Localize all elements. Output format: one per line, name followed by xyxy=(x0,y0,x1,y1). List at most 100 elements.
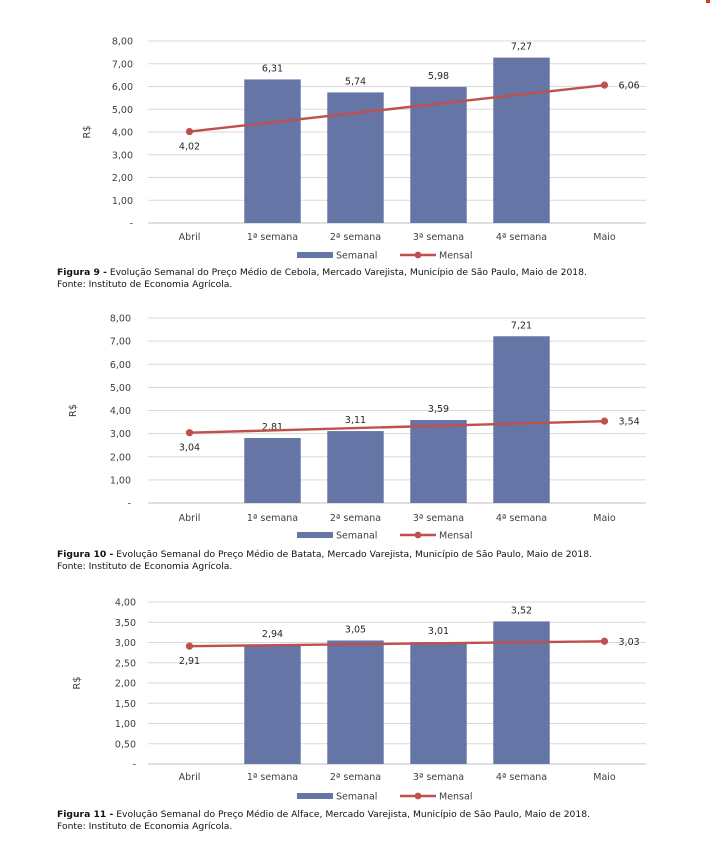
x-category-label: Abril xyxy=(179,772,201,783)
legend-semanal-label: Semanal xyxy=(336,531,377,542)
bar-1 xyxy=(244,644,301,764)
bar-2 xyxy=(327,640,384,764)
legend-mensal-marker xyxy=(414,531,422,539)
legend-mensal-label: Mensal xyxy=(439,792,472,803)
bar-value-label: 3,01 xyxy=(428,626,449,637)
chart-batata: - 1,00 2,00 3,00 4,00 5,00 6,00 7,00 8,00 R$ 2,81 3… xyxy=(68,314,646,542)
x-category-label: Maio xyxy=(593,232,616,243)
y-axis-label: R$ xyxy=(68,404,79,417)
x-category-label: 3ª semana xyxy=(413,232,464,243)
legend-semanal-label: Semanal xyxy=(336,251,377,262)
y-tick-label: 1,00 xyxy=(115,719,136,730)
y-tick-label: 4,00 xyxy=(110,406,131,417)
y-tick-label: 8,00 xyxy=(112,37,133,48)
y-tick-label: 0,50 xyxy=(115,739,136,750)
legend-mensal-label: Mensal xyxy=(439,251,472,262)
bar-4 xyxy=(493,336,550,503)
bar-1 xyxy=(244,79,301,223)
caption-figure-11-title: Figura 11 - Evolução Semanal do Preço Mé… xyxy=(57,809,590,821)
figure-10-text: Evolução Semanal do Preço Médio de Batat… xyxy=(116,549,592,560)
caption-figure-9: Figura 9 - Evolução Semanal do Preço Méd… xyxy=(57,267,587,291)
mensal-point xyxy=(600,81,609,89)
y-tick-label: 1,50 xyxy=(115,699,136,710)
bar-value-label: 5,74 xyxy=(345,76,366,87)
bar-3 xyxy=(410,419,467,503)
chart-cebola: - 1,00 2,00 3,00 4,00 5,00 6,00 7,00 8,00 R$ 6,31 5… xyxy=(0,0,723,265)
y-axis-label: R$ xyxy=(72,676,83,689)
y-tick-label: 8,00 xyxy=(110,314,131,325)
y-tick-label: - xyxy=(128,499,131,510)
y-tick-label: - xyxy=(130,219,133,230)
figure-10-number: Figura 10 - xyxy=(57,549,114,560)
mensal-line xyxy=(189,640,605,648)
x-category-label: Abril xyxy=(179,513,201,524)
mensal-value-label: 6,06 xyxy=(619,81,640,92)
figure-10-source: Fonte: Instituto de Economia Agrícola. xyxy=(57,561,233,572)
figure-9-source: Fonte: Instituto de Economia Agrícola. xyxy=(57,279,233,290)
chart-alface-svg: - 0,50 1,00 1,50 2,00 2,50 3,00 3,50 4,00 R$ 2,94 3… xyxy=(72,598,646,803)
chart-batata-svg: - 1,00 2,00 3,00 4,00 5,00 6,00 7,00 8,00 R$ 2,81 3… xyxy=(68,314,646,542)
y-tick-label: 4,00 xyxy=(112,128,133,139)
figure-11-text: Evolução Semanal do Preço Médio de Alfac… xyxy=(116,809,591,820)
y-tick-label: 5,00 xyxy=(112,105,133,116)
mensal-value-label: 2,91 xyxy=(179,656,200,667)
legend-semanal-swatch xyxy=(297,532,333,538)
bar-value-label: 3,05 xyxy=(345,624,366,635)
x-category-label: 4ª semana xyxy=(496,513,547,524)
bar-value-label: 2,94 xyxy=(262,629,283,640)
mensal-value-label: 3,54 xyxy=(619,417,640,428)
x-category-label: 2ª semana xyxy=(330,513,381,524)
mensal-point xyxy=(185,429,194,437)
legend-semanal-swatch xyxy=(297,793,333,799)
bar-value-label: 5,98 xyxy=(428,71,449,82)
x-category-label: Maio xyxy=(593,772,616,783)
mensal-line xyxy=(189,419,605,434)
y-tick-label: 3,00 xyxy=(112,150,133,161)
y-tick-label: 3,50 xyxy=(115,618,136,629)
y-tick-label: 2,00 xyxy=(112,173,133,184)
caption-figure-10: Figura 10 - Evolução Semanal do Preço Mé… xyxy=(57,549,592,573)
mensal-point xyxy=(185,127,194,136)
legend-mensal-marker xyxy=(414,251,422,259)
bar-value-label: 7,21 xyxy=(511,320,532,331)
x-category-label: Maio xyxy=(593,513,616,524)
bar-1 xyxy=(244,438,301,503)
chart-alface: - 0,50 1,00 1,50 2,00 2,50 3,00 3,50 4,00 R$ 2,94 3… xyxy=(72,598,646,803)
x-category-label: 4ª semana xyxy=(496,772,547,783)
y-tick-label: 4,00 xyxy=(115,598,136,609)
y-tick-label: 3,00 xyxy=(115,638,136,649)
y-tick-label: 2,00 xyxy=(110,452,131,463)
x-category-label: 4ª semana xyxy=(496,232,547,243)
legend-semanal-swatch xyxy=(297,252,333,258)
y-axis-label: R$ xyxy=(82,125,93,138)
figure-11-number: Figura 11 - xyxy=(57,809,114,820)
y-tick-label: 7,00 xyxy=(110,337,131,348)
legend-semanal-label: Semanal xyxy=(336,792,377,803)
legend-mensal-label: Mensal xyxy=(439,531,472,542)
legend-mensal-marker xyxy=(414,792,422,800)
y-tick-label: 2,50 xyxy=(115,658,136,669)
y-tick-label: 6,00 xyxy=(110,360,131,371)
mensal-value-label: 3,04 xyxy=(179,443,200,454)
x-category-label: 1ª semana xyxy=(247,232,298,243)
y-tick-label: - xyxy=(133,760,136,771)
bar-3 xyxy=(410,86,467,223)
bar-value-label: 3,59 xyxy=(428,404,449,415)
bar-4 xyxy=(493,57,550,223)
x-category-label: 2ª semana xyxy=(330,232,381,243)
y-tick-label: 3,00 xyxy=(110,429,131,440)
bar-value-label: 2,81 xyxy=(262,422,283,433)
y-tick-label: 6,00 xyxy=(112,82,133,93)
x-category-label: 2ª semana xyxy=(330,772,381,783)
bar-value-label: 3,52 xyxy=(511,605,532,616)
bar-2 xyxy=(327,431,384,503)
chart-cebola-svg: - 1,00 2,00 3,00 4,00 5,00 6,00 7,00 8,00 R$ 6,31 5… xyxy=(82,37,646,262)
x-category-label: 3ª semana xyxy=(413,772,464,783)
y-tick-label: 5,00 xyxy=(110,383,131,394)
bar-value-label: 3,11 xyxy=(345,415,366,426)
y-tick-label: 1,00 xyxy=(110,475,131,486)
figure-11-source: Fonte: Instituto de Economia Agrícola. xyxy=(57,821,233,832)
mensal-value-label: 4,02 xyxy=(179,142,200,153)
bar-4 xyxy=(493,621,550,764)
mensal-line xyxy=(189,83,605,133)
